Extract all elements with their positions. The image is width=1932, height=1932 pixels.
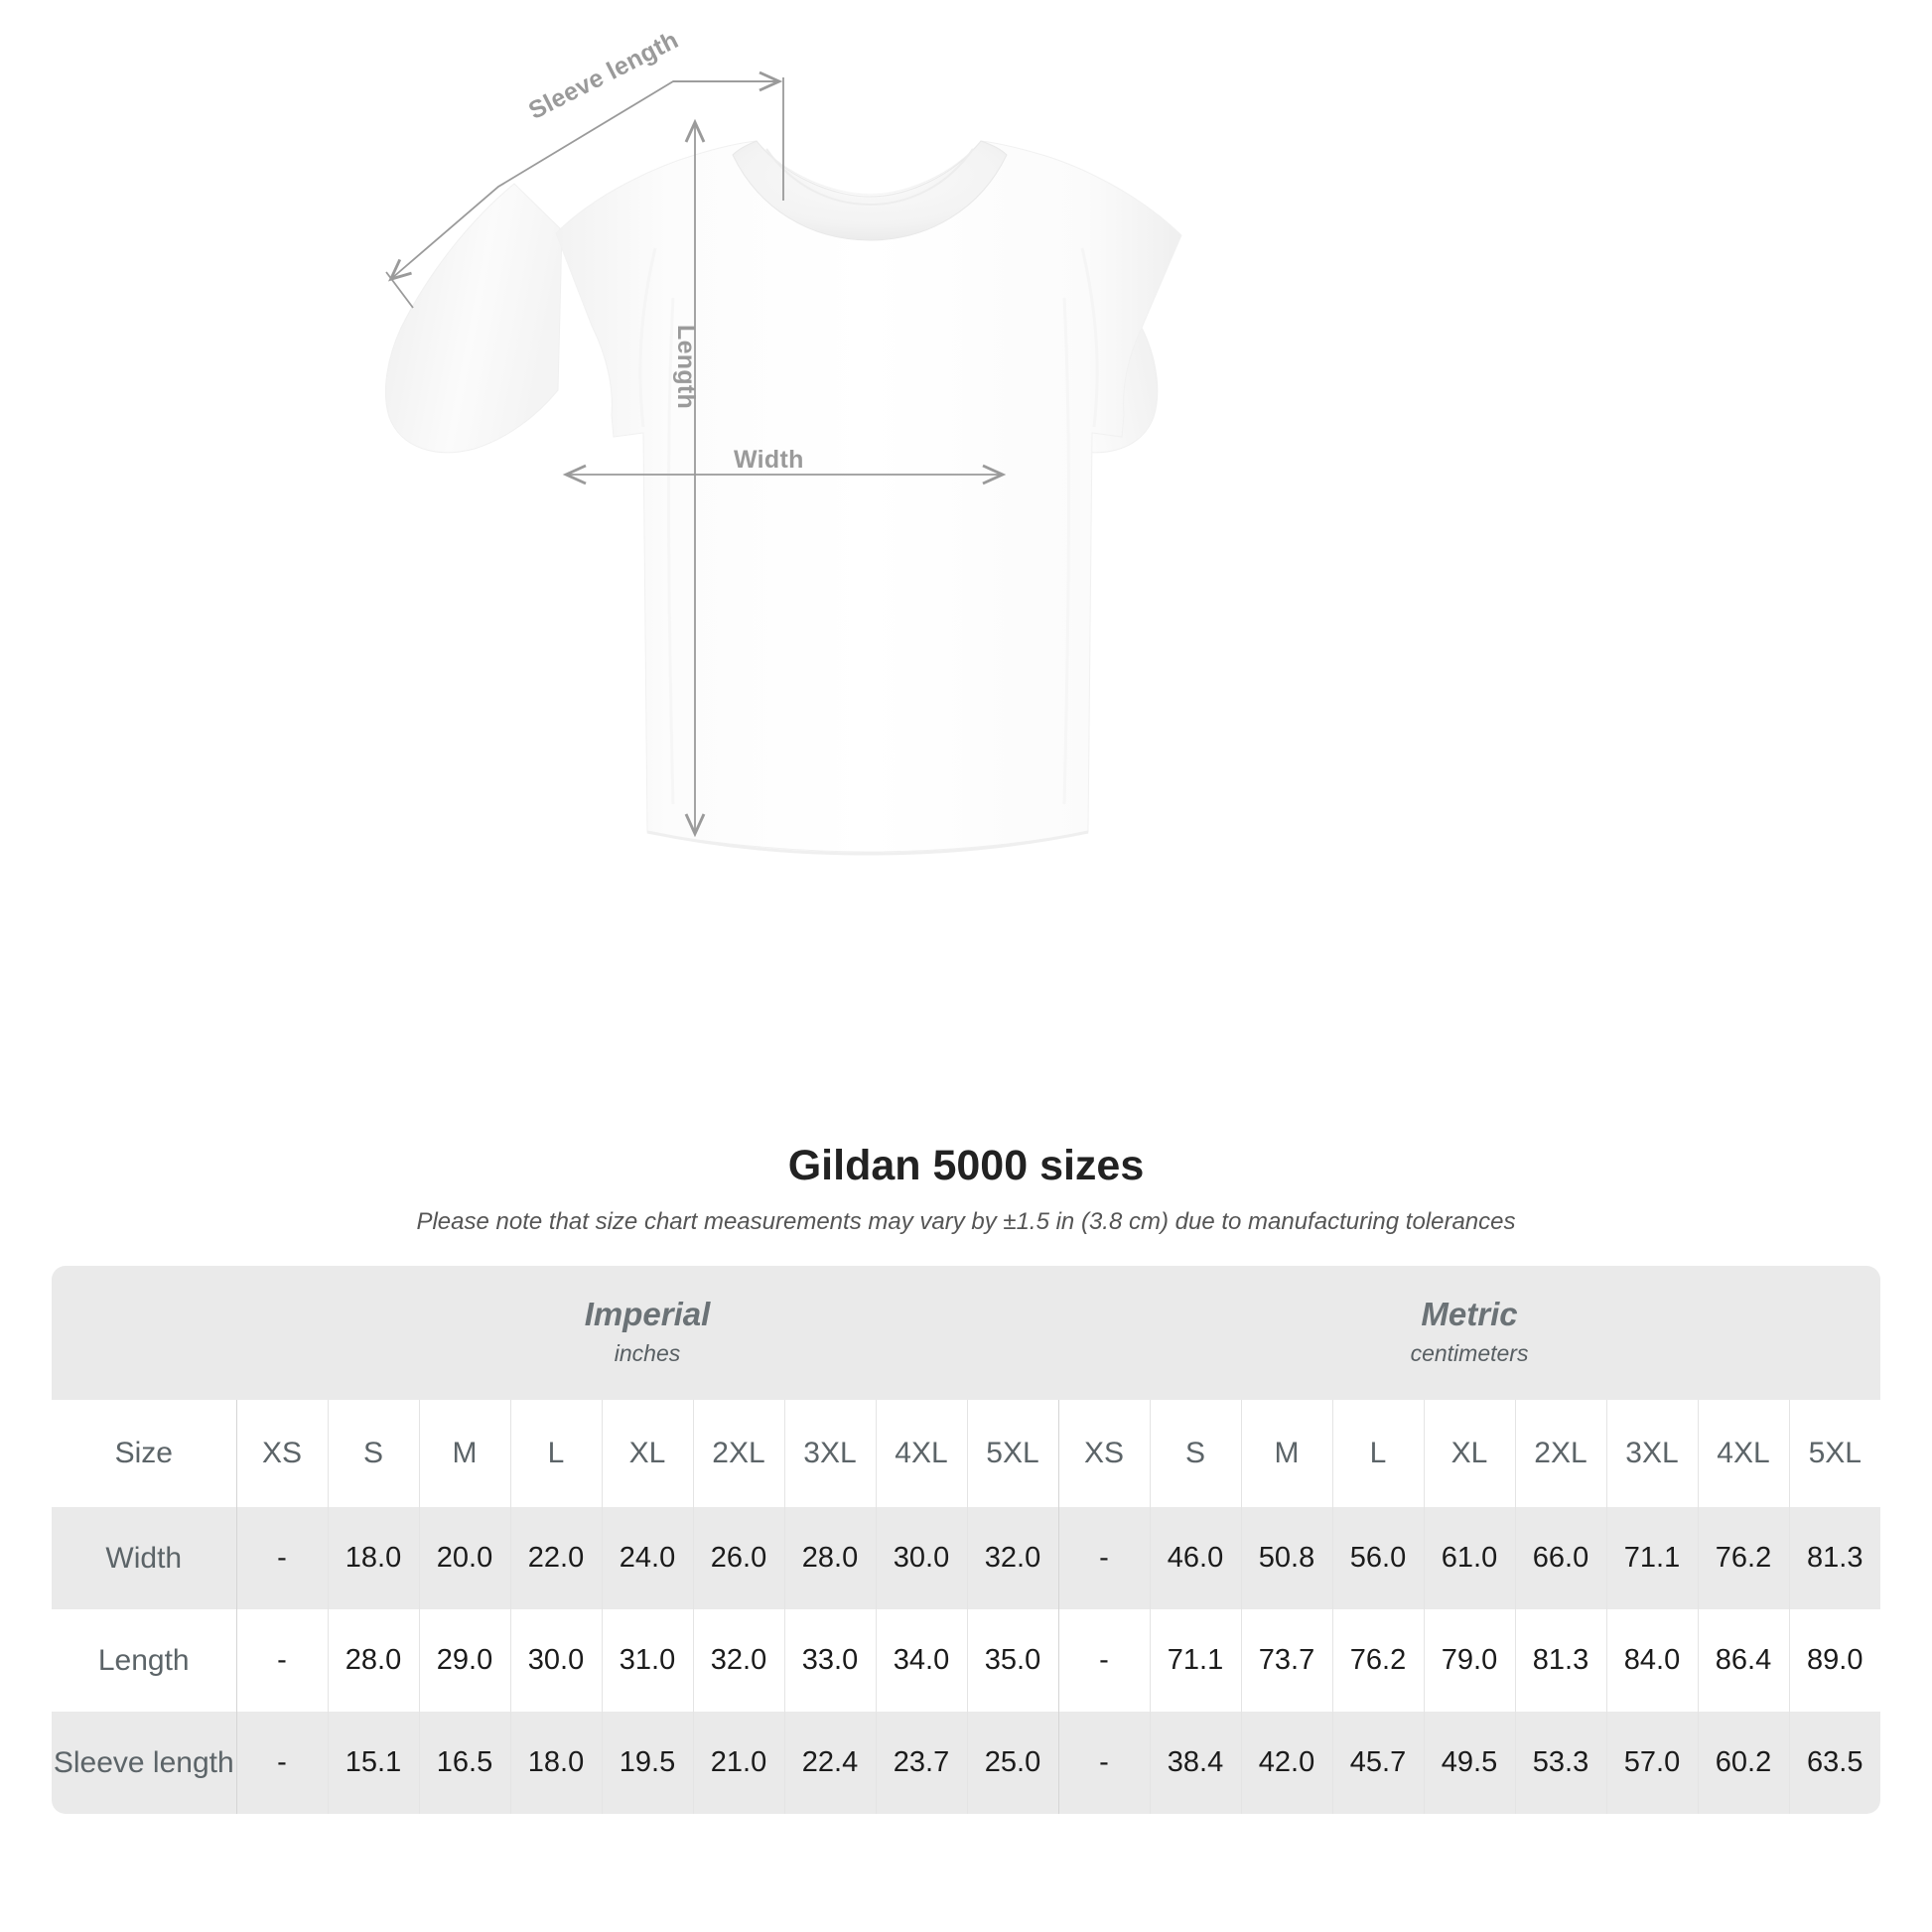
measurement-cell: 32.0 <box>692 1609 784 1712</box>
measurement-cell: 29.0 <box>418 1609 510 1712</box>
measurement-cell: 19.5 <box>601 1712 693 1814</box>
width-dimension-label: Width <box>734 446 804 474</box>
measurement-cell: 84.0 <box>1605 1609 1698 1712</box>
measurement-cell: 86.4 <box>1697 1609 1789 1712</box>
unit-header-imperial: Imperial inches <box>236 1266 1058 1400</box>
size-header-cell: S <box>327 1400 419 1507</box>
measurement-cell: 89.0 <box>1788 1609 1881 1712</box>
measurement-cell: - <box>1057 1507 1150 1609</box>
measurement-cell: 73.7 <box>1240 1609 1332 1712</box>
measurement-cell: - <box>235 1507 328 1609</box>
measurement-cell: 23.7 <box>875 1712 967 1814</box>
measurement-cell: 15.1 <box>327 1712 419 1814</box>
table-row: Sleeve length -15.1 16.5 18.0 19.5 21.0 22.4 23… <box>52 1712 1881 1814</box>
size-header-cell: 5XL <box>1788 1400 1881 1507</box>
table-row: Width -18.0 20.0 22.0 24.0 26.0 28.0 30.0 32.0-4… <box>52 1507 1881 1609</box>
unit-row-spacer <box>52 1266 236 1400</box>
measurement-cell: 30.0 <box>509 1609 602 1712</box>
size-header-cell: 5XL <box>966 1400 1058 1507</box>
measurement-cell: 28.0 <box>327 1609 419 1712</box>
measurement-cell: 21.0 <box>692 1712 784 1814</box>
size-header-cell: 3XL <box>1605 1400 1698 1507</box>
size-chart-table: Imperial inches Metric centimeters Size XS S M L… <box>52 1266 1881 1814</box>
measurement-cell: 71.1 <box>1149 1609 1241 1712</box>
measurement-cell: 16.5 <box>418 1712 510 1814</box>
measurement-cell: - <box>235 1609 328 1712</box>
measurement-cell: 76.2 <box>1697 1507 1789 1609</box>
measurement-cell: 81.3 <box>1788 1507 1881 1609</box>
length-dimension-label: Length <box>672 325 700 410</box>
size-header-cell: 2XL <box>692 1400 784 1507</box>
measurement-lines <box>385 70 1007 838</box>
measurement-cell: 22.0 <box>509 1507 602 1609</box>
measurement-cell: 45.7 <box>1331 1712 1424 1814</box>
tshirt-shape <box>384 140 1182 856</box>
measurement-cell: 28.0 <box>783 1507 876 1609</box>
size-header-cell: L <box>1331 1400 1424 1507</box>
measurement-cell: 30.0 <box>875 1507 967 1609</box>
measurement-row-label: Width <box>52 1507 236 1609</box>
title-block: Gildan 5000 sizes Please note that size … <box>0 1142 1932 1236</box>
measurement-cell: 60.2 <box>1697 1712 1789 1814</box>
measurement-row-label: Sleeve length <box>52 1712 236 1814</box>
tshirt-illustration <box>384 70 1182 856</box>
size-header-cell: XS <box>235 1400 328 1507</box>
size-column-header: Size <box>52 1400 236 1507</box>
measurement-cell: 61.0 <box>1423 1507 1515 1609</box>
size-header-cell: XL <box>601 1400 693 1507</box>
size-header-cell: 3XL <box>783 1400 876 1507</box>
size-header-cell: XS <box>1057 1400 1150 1507</box>
unit-name: Metric <box>1421 1296 1518 1333</box>
measurement-cell: 18.0 <box>327 1507 419 1609</box>
page-title: Gildan 5000 sizes <box>787 1142 1145 1189</box>
size-header-cell: 2XL <box>1514 1400 1606 1507</box>
size-header-cell: M <box>418 1400 510 1507</box>
size-header-cell: XL <box>1423 1400 1515 1507</box>
measurement-cell: 49.5 <box>1423 1712 1515 1814</box>
measurement-cell: 38.4 <box>1149 1712 1241 1814</box>
measurement-cell: 76.2 <box>1331 1609 1424 1712</box>
measurement-cell: - <box>1057 1712 1150 1814</box>
measurement-cell: 81.3 <box>1514 1609 1606 1712</box>
unit-system-header-row: Imperial inches Metric centimeters <box>52 1266 1881 1400</box>
measurement-cell: 57.0 <box>1605 1712 1698 1814</box>
tolerance-note: Please note that size chart measurements… <box>416 1208 1516 1236</box>
measurement-cell: 53.3 <box>1514 1712 1606 1814</box>
size-header-cell: L <box>509 1400 602 1507</box>
unit-header-metric: Metric centimeters <box>1058 1266 1881 1400</box>
size-chart-table-container: Imperial inches Metric centimeters Size XS S M L… <box>52 1266 1881 1814</box>
measurement-cell: 34.0 <box>875 1609 967 1712</box>
measurement-cell: 35.0 <box>966 1609 1058 1712</box>
measurement-cell: 71.1 <box>1605 1507 1698 1609</box>
measurement-cell: 66.0 <box>1514 1507 1606 1609</box>
size-header-row: Size XS S M L XL 2XL 3XL 4XL 5XL XS S M L XL 2XL 3XL 4XL 5… <box>52 1400 1881 1507</box>
measurement-cell: 25.0 <box>966 1712 1058 1814</box>
measurement-cell: 33.0 <box>783 1609 876 1712</box>
size-header-cell: 4XL <box>875 1400 967 1507</box>
unit-subtitle: centimeters <box>1410 1339 1529 1366</box>
measurement-cell: 79.0 <box>1423 1609 1515 1712</box>
measurement-cell: - <box>1057 1609 1150 1712</box>
measurement-cell: 20.0 <box>418 1507 510 1609</box>
measurement-cell: 63.5 <box>1788 1712 1881 1814</box>
measurement-cell: 18.0 <box>509 1712 602 1814</box>
measurement-cell: 50.8 <box>1240 1507 1332 1609</box>
measurement-cell: 26.0 <box>692 1507 784 1609</box>
size-header-cell: M <box>1240 1400 1332 1507</box>
size-header-cell: S <box>1149 1400 1241 1507</box>
measurement-cell: 31.0 <box>601 1609 693 1712</box>
measurement-cell: 24.0 <box>601 1507 693 1609</box>
measurement-cell: 56.0 <box>1331 1507 1424 1609</box>
tshirt-diagram: Sleeve length Length Width <box>384 26 1182 856</box>
measurement-cell: 42.0 <box>1240 1712 1332 1814</box>
measurement-row-label: Length <box>52 1609 236 1712</box>
measurement-cell: 46.0 <box>1149 1507 1241 1609</box>
size-header-cell: 4XL <box>1697 1400 1789 1507</box>
unit-subtitle: inches <box>614 1339 681 1366</box>
table-row: Length -28.0 29.0 30.0 31.0 32.0 33.0 34.0 35.0-… <box>52 1609 1881 1712</box>
measurement-cell: - <box>235 1712 328 1814</box>
measurement-cell: 22.4 <box>783 1712 876 1814</box>
unit-name: Imperial <box>584 1296 711 1333</box>
measurement-cell: 32.0 <box>966 1507 1058 1609</box>
